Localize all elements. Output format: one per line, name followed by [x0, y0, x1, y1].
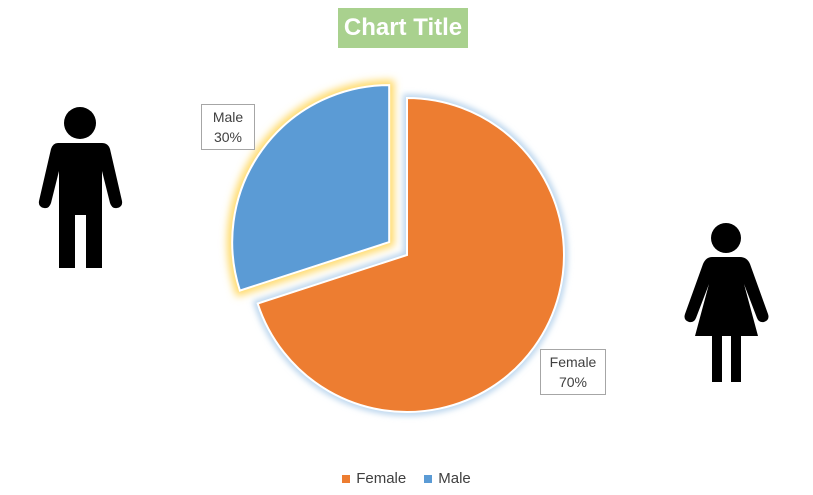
legend-label-female: Female: [356, 470, 407, 487]
female-person-icon: [684, 223, 769, 382]
data-label-male-name: Male: [212, 109, 244, 125]
legend-swatch-male: [424, 474, 433, 483]
data-label-male-percent: 30%: [213, 129, 243, 145]
data-label-female-name: Female: [549, 354, 597, 370]
pie-slice-male: [231, 84, 391, 292]
data-label-male: Male 30%: [201, 104, 255, 150]
male-person-icon: [38, 107, 123, 268]
legend: Female Male: [0, 470, 813, 487]
legend-label-male: Male: [438, 470, 471, 487]
data-label-female: Female 70%: [540, 349, 606, 395]
data-label-female-percent: 70%: [558, 374, 588, 390]
legend-swatch-female: [342, 474, 351, 483]
legend-item-female: Female: [342, 470, 406, 487]
legend-item-male: Male: [424, 470, 471, 487]
pie-slice-female: [256, 96, 565, 413]
chart-title: Chart Title: [338, 8, 468, 48]
